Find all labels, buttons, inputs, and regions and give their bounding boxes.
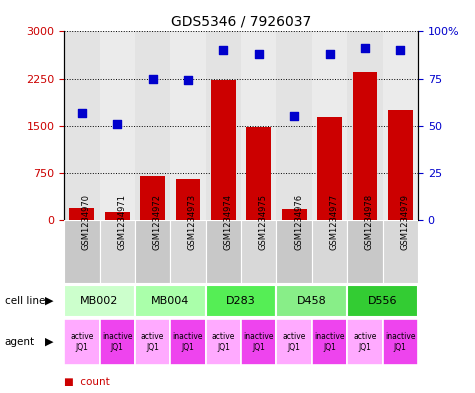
Text: ■  count: ■ count — [64, 377, 110, 387]
Bar — [69, 208, 94, 220]
Bar — [247, 127, 271, 220]
Bar — [64, 319, 100, 365]
Text: ▶: ▶ — [45, 296, 54, 306]
Text: D458: D458 — [297, 296, 327, 306]
Text: MB004: MB004 — [151, 296, 190, 306]
Bar — [206, 220, 241, 283]
Text: inactive
JQ1: inactive JQ1 — [314, 332, 345, 352]
Bar — [140, 176, 165, 220]
Bar — [241, 220, 276, 283]
Text: GSM1234972: GSM1234972 — [152, 194, 162, 250]
Text: D556: D556 — [368, 296, 398, 306]
Bar — [170, 220, 206, 283]
Bar — [206, 31, 241, 220]
Text: ▶: ▶ — [45, 337, 54, 347]
Point — [149, 75, 156, 82]
Bar — [135, 31, 171, 220]
Bar — [388, 110, 413, 220]
Point — [255, 51, 263, 57]
Text: D283: D283 — [226, 296, 256, 306]
Bar — [312, 220, 347, 283]
Text: GSM1234979: GSM1234979 — [400, 194, 409, 250]
Point — [114, 121, 121, 127]
Bar — [99, 220, 135, 283]
Bar — [135, 220, 171, 283]
Bar — [211, 80, 236, 220]
Bar — [170, 319, 206, 365]
Text: cell line: cell line — [5, 296, 45, 306]
Bar — [276, 285, 347, 317]
Text: GSM1234977: GSM1234977 — [330, 194, 339, 250]
Bar — [206, 285, 276, 317]
Text: GSM1234975: GSM1234975 — [259, 194, 268, 250]
Bar — [135, 319, 171, 365]
Bar — [312, 31, 347, 220]
Text: GSM1234976: GSM1234976 — [294, 194, 303, 250]
Bar — [347, 31, 383, 220]
Point — [219, 47, 227, 53]
Text: active
JQ1: active JQ1 — [70, 332, 94, 352]
Bar — [176, 179, 200, 220]
Text: GSM1234970: GSM1234970 — [82, 194, 91, 250]
Point — [397, 47, 404, 53]
Bar — [276, 31, 312, 220]
Point — [184, 77, 192, 84]
Bar — [317, 117, 342, 220]
Bar — [383, 319, 418, 365]
Text: active
JQ1: active JQ1 — [283, 332, 306, 352]
Text: GSM1234973: GSM1234973 — [188, 194, 197, 250]
Text: active
JQ1: active JQ1 — [141, 332, 164, 352]
Bar — [241, 319, 276, 365]
Bar — [282, 209, 306, 220]
Text: inactive
JQ1: inactive JQ1 — [385, 332, 416, 352]
Bar — [383, 31, 418, 220]
Bar — [105, 212, 130, 220]
Bar — [383, 220, 418, 283]
Bar — [170, 31, 206, 220]
Bar — [312, 319, 347, 365]
Text: GSM1234974: GSM1234974 — [223, 194, 232, 250]
Text: GSM1234978: GSM1234978 — [365, 194, 374, 250]
Bar — [347, 285, 418, 317]
Title: GDS5346 / 7926037: GDS5346 / 7926037 — [171, 15, 311, 29]
Text: inactive
JQ1: inactive JQ1 — [244, 332, 274, 352]
Bar — [64, 220, 100, 283]
Text: active
JQ1: active JQ1 — [353, 332, 377, 352]
Point — [290, 113, 298, 119]
Text: inactive
JQ1: inactive JQ1 — [102, 332, 133, 352]
Bar — [352, 72, 377, 220]
Point — [361, 45, 369, 51]
Bar — [64, 285, 135, 317]
Bar — [135, 285, 206, 317]
Bar — [99, 31, 135, 220]
Bar — [99, 319, 135, 365]
Text: GSM1234971: GSM1234971 — [117, 194, 126, 250]
Text: inactive
JQ1: inactive JQ1 — [173, 332, 203, 352]
Bar — [206, 319, 241, 365]
Bar — [347, 319, 383, 365]
Point — [326, 51, 333, 57]
Bar — [347, 220, 383, 283]
Text: MB002: MB002 — [80, 296, 119, 306]
Bar — [64, 31, 100, 220]
Point — [78, 109, 86, 116]
Text: active
JQ1: active JQ1 — [212, 332, 235, 352]
Bar — [276, 319, 312, 365]
Bar — [241, 31, 276, 220]
Text: agent: agent — [5, 337, 35, 347]
Bar — [276, 220, 312, 283]
